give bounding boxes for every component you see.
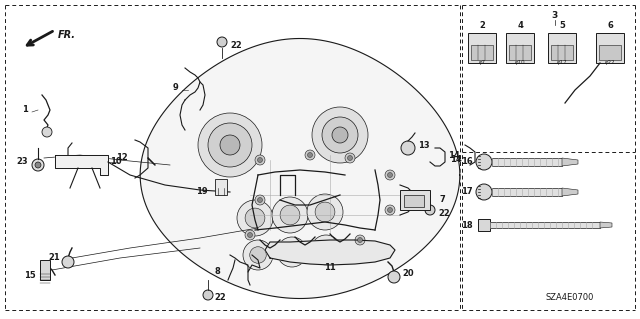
Polygon shape — [265, 240, 395, 265]
Bar — [40, 260, 50, 280]
Circle shape — [358, 238, 362, 242]
Text: 22: 22 — [438, 209, 450, 218]
Circle shape — [401, 141, 415, 155]
Text: 4: 4 — [517, 21, 523, 31]
Circle shape — [272, 197, 308, 233]
Text: 6: 6 — [607, 21, 613, 31]
Text: 11: 11 — [324, 263, 336, 272]
Circle shape — [385, 205, 395, 215]
Polygon shape — [55, 155, 108, 175]
Text: 1: 1 — [22, 106, 28, 115]
Polygon shape — [562, 158, 578, 166]
Bar — [471, 45, 493, 60]
Text: 18: 18 — [461, 220, 473, 229]
Text: 10: 10 — [110, 158, 122, 167]
Text: 7: 7 — [440, 196, 445, 204]
Text: 3: 3 — [552, 11, 558, 19]
Circle shape — [280, 205, 300, 225]
Circle shape — [425, 205, 435, 215]
Circle shape — [305, 150, 315, 160]
Circle shape — [220, 135, 240, 155]
Text: 9: 9 — [172, 84, 178, 93]
Polygon shape — [600, 222, 612, 228]
Circle shape — [248, 233, 253, 238]
Circle shape — [476, 184, 492, 200]
Circle shape — [385, 170, 395, 180]
Text: φ7: φ7 — [479, 60, 486, 65]
Circle shape — [317, 242, 334, 258]
Bar — [548, 33, 576, 63]
Text: 15: 15 — [24, 271, 36, 280]
Circle shape — [208, 123, 252, 167]
Circle shape — [42, 127, 52, 137]
Circle shape — [332, 127, 348, 143]
Circle shape — [284, 244, 300, 260]
Circle shape — [217, 37, 227, 47]
Circle shape — [245, 230, 255, 240]
Bar — [492, 188, 562, 196]
Circle shape — [245, 208, 265, 228]
Text: 20: 20 — [402, 269, 413, 278]
Circle shape — [387, 207, 392, 212]
Text: 22: 22 — [214, 293, 226, 302]
Bar — [506, 33, 534, 63]
Text: 19: 19 — [196, 188, 208, 197]
Bar — [599, 45, 621, 60]
Text: 22: 22 — [230, 41, 242, 49]
Circle shape — [315, 202, 335, 222]
Polygon shape — [140, 39, 460, 299]
Circle shape — [243, 240, 273, 270]
Bar — [551, 45, 573, 60]
Circle shape — [476, 154, 492, 170]
Text: φ22: φ22 — [605, 60, 615, 65]
Text: 12: 12 — [116, 153, 128, 162]
Circle shape — [203, 290, 213, 300]
Circle shape — [237, 200, 273, 236]
Bar — [492, 158, 562, 166]
Circle shape — [355, 235, 365, 245]
Circle shape — [307, 152, 312, 158]
Circle shape — [198, 113, 262, 177]
Polygon shape — [562, 188, 578, 196]
Text: 14: 14 — [448, 151, 460, 160]
Bar — [400, 190, 430, 210]
Text: SZA4E0700: SZA4E0700 — [546, 293, 594, 302]
Bar — [478, 219, 490, 231]
Bar — [490, 222, 600, 228]
Text: 13: 13 — [418, 140, 429, 150]
Circle shape — [312, 107, 368, 163]
Bar — [404, 195, 424, 207]
Text: 14: 14 — [451, 155, 462, 165]
Circle shape — [32, 159, 44, 171]
Circle shape — [387, 173, 392, 177]
Text: FR.: FR. — [58, 30, 76, 40]
Circle shape — [388, 271, 400, 283]
Circle shape — [255, 195, 265, 205]
Circle shape — [257, 158, 262, 162]
Circle shape — [277, 237, 307, 267]
Text: 2: 2 — [479, 21, 485, 31]
Text: 21: 21 — [48, 253, 60, 262]
Circle shape — [348, 155, 353, 160]
Circle shape — [35, 162, 41, 168]
Text: φ17: φ17 — [557, 60, 567, 65]
Circle shape — [250, 247, 266, 263]
Text: 17: 17 — [461, 188, 473, 197]
Circle shape — [62, 256, 74, 268]
Circle shape — [311, 235, 341, 265]
Bar — [596, 33, 624, 63]
Text: 8: 8 — [214, 268, 220, 277]
Text: 16: 16 — [461, 158, 473, 167]
Circle shape — [255, 155, 265, 165]
Text: 5: 5 — [559, 21, 565, 31]
Circle shape — [307, 194, 343, 230]
Text: 23: 23 — [17, 158, 28, 167]
Text: φ10: φ10 — [515, 60, 525, 65]
Bar — [215, 179, 227, 195]
Circle shape — [257, 197, 262, 203]
Bar — [509, 45, 531, 60]
Circle shape — [322, 117, 358, 153]
Bar — [468, 33, 496, 63]
Circle shape — [345, 153, 355, 163]
